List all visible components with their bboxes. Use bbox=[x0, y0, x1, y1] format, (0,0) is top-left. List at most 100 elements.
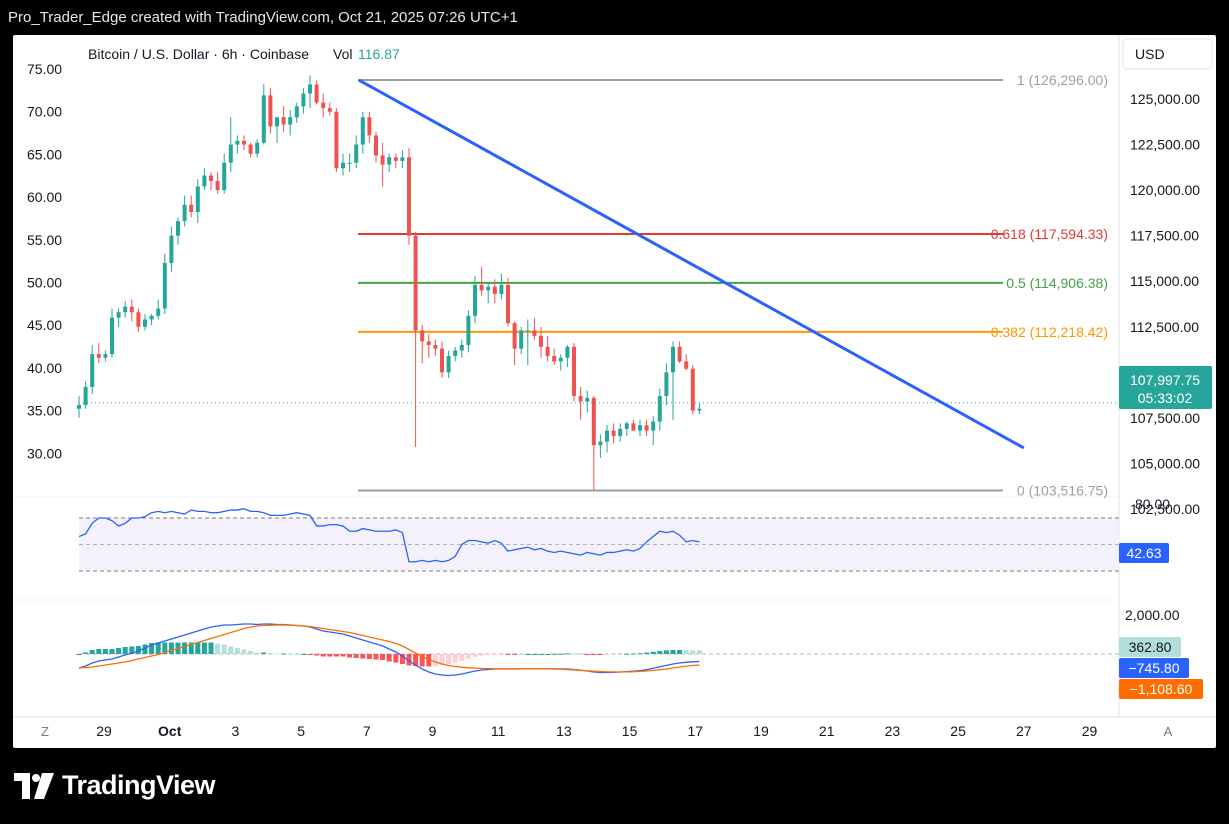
grid-layer bbox=[13, 35, 1120, 717]
macd-histogram-bar bbox=[426, 654, 432, 667]
candle-body bbox=[671, 346, 675, 373]
macd-histogram-bar bbox=[611, 654, 617, 655]
candle bbox=[611, 423, 616, 444]
currency-button[interactable]: USD bbox=[1122, 38, 1213, 70]
candle-body bbox=[169, 235, 174, 263]
candle-body bbox=[486, 286, 491, 291]
candle bbox=[558, 354, 563, 371]
candle-body bbox=[162, 263, 167, 309]
candle-body bbox=[446, 355, 451, 373]
macd-histogram-bar bbox=[162, 642, 168, 654]
macd-histogram-bar bbox=[413, 654, 419, 666]
candle bbox=[354, 135, 359, 169]
rsi-pane[interactable] bbox=[78, 508, 1119, 572]
trendline[interactable] bbox=[358, 78, 1025, 450]
candle bbox=[222, 153, 227, 194]
candle-body bbox=[195, 186, 200, 212]
macd-histogram-bar bbox=[531, 654, 537, 655]
candle bbox=[268, 88, 273, 134]
macd-histogram-bar bbox=[102, 649, 108, 654]
candle-body bbox=[611, 430, 616, 437]
candle bbox=[433, 339, 438, 356]
candle-body bbox=[479, 284, 484, 291]
candle-body bbox=[123, 306, 128, 313]
macd-histogram-bar bbox=[228, 646, 234, 654]
candle bbox=[136, 308, 141, 333]
tradingview-logo-icon bbox=[14, 772, 54, 799]
macd-histogram-bar bbox=[155, 642, 161, 654]
candle-body bbox=[261, 95, 266, 143]
candle-body bbox=[400, 157, 405, 161]
macd-histogram-bar bbox=[149, 643, 155, 654]
candle bbox=[321, 93, 326, 118]
candle bbox=[189, 195, 194, 218]
candle-body bbox=[136, 312, 141, 327]
time-tick-label: 29 bbox=[96, 723, 112, 739]
candle bbox=[459, 339, 464, 358]
macd-histogram-bar bbox=[300, 654, 306, 655]
candle bbox=[182, 195, 187, 227]
candle bbox=[308, 75, 312, 109]
candle-body bbox=[116, 312, 121, 318]
macd-histogram-bar bbox=[366, 654, 372, 659]
candle bbox=[374, 131, 378, 163]
candle-body bbox=[347, 162, 352, 164]
candle-body bbox=[492, 286, 497, 294]
macd-histogram-bar bbox=[479, 654, 485, 656]
candle bbox=[466, 310, 471, 353]
price-tick-label: 120,000.00 bbox=[1130, 182, 1200, 198]
rsi-axis-tick: 80.00 bbox=[1135, 496, 1170, 512]
brand-name: TradingView bbox=[62, 770, 216, 800]
time-tick-label: 11 bbox=[491, 723, 506, 739]
macd-axis-tick: 2,000.00 bbox=[1125, 607, 1180, 623]
price-tick-label: 117,500.00 bbox=[1130, 228, 1199, 244]
last-price-value: 107,997.75 bbox=[1130, 372, 1200, 388]
fib-level-label: 0 (103,516.75) bbox=[1017, 482, 1108, 498]
macd-histogram-bar bbox=[89, 650, 95, 654]
macd-histogram-bar bbox=[347, 654, 353, 658]
candle bbox=[552, 348, 557, 366]
macd-histogram-bar bbox=[221, 644, 227, 654]
candle bbox=[486, 283, 491, 304]
candle-body bbox=[618, 428, 623, 437]
rsi-line bbox=[78, 508, 700, 563]
chart-panel[interactable]: 75.00 70.00 65.00 60.00 55.00 50.00 45.00 40.00… bbox=[13, 35, 1216, 748]
candle-body bbox=[387, 157, 392, 165]
candle bbox=[202, 168, 207, 191]
candle bbox=[301, 88, 306, 114]
macd-histogram-value: 362.80 bbox=[1129, 639, 1172, 655]
macd-histogram-bar bbox=[122, 647, 128, 654]
macd-histogram-bar bbox=[261, 652, 267, 654]
candle-body bbox=[657, 396, 662, 422]
fib-retracement[interactable]: 1 (126,296.00) 0.618 (117,594.33) 0.5 (114… bbox=[358, 72, 1108, 498]
candle bbox=[367, 111, 372, 143]
candle bbox=[631, 419, 636, 431]
candle-body bbox=[690, 368, 695, 411]
candle-body bbox=[321, 102, 326, 109]
time-tick-label: 9 bbox=[429, 723, 437, 739]
candles-layer[interactable] bbox=[77, 75, 702, 491]
candle-body bbox=[545, 346, 550, 356]
macd-histogram-bar bbox=[472, 654, 478, 657]
candle-body bbox=[367, 117, 372, 136]
macd-histogram-bar bbox=[637, 653, 643, 655]
macd-histogram-bar bbox=[492, 654, 498, 655]
candle-body bbox=[182, 204, 187, 222]
fib-level-label: 1 (126,296.00) bbox=[1017, 72, 1108, 88]
candle bbox=[103, 350, 108, 362]
macd-histogram-bar bbox=[248, 651, 254, 654]
macd-histogram-bar bbox=[696, 650, 702, 654]
macd-pane[interactable] bbox=[76, 623, 1120, 677]
candle-body bbox=[644, 425, 649, 431]
candle-body bbox=[664, 372, 669, 397]
candle-body bbox=[156, 308, 161, 316]
macd-histogram-bar bbox=[96, 649, 102, 654]
candle-body bbox=[684, 361, 689, 369]
candle bbox=[532, 317, 537, 340]
candle bbox=[618, 423, 623, 442]
chart-svg[interactable]: 75.00 70.00 65.00 60.00 55.00 50.00 45.00 40.00… bbox=[13, 35, 1216, 748]
candle bbox=[123, 301, 128, 318]
candle-body bbox=[565, 346, 570, 358]
candle-body bbox=[512, 323, 517, 349]
trendline-segment bbox=[358, 78, 1025, 450]
